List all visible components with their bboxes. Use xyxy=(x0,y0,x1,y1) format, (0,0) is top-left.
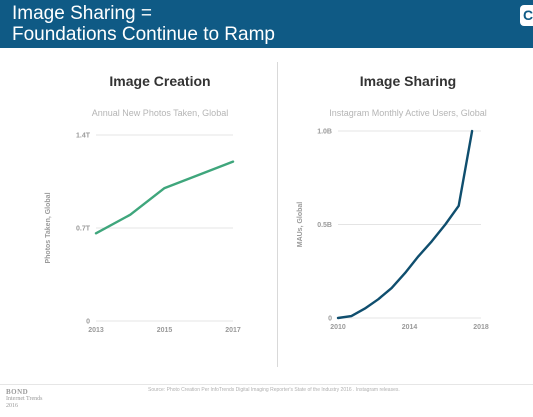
corner-tab-glyph: C xyxy=(523,7,533,23)
image-creation-x-tick-label: 2017 xyxy=(225,327,241,334)
logo-line-1: BOND xyxy=(6,388,29,396)
image-creation-x-tick-label: 2015 xyxy=(157,327,173,334)
image-creation-series-line xyxy=(94,160,235,235)
logo-line-3: 2016 xyxy=(6,403,18,409)
image-creation-heading: Image Creation xyxy=(109,73,211,89)
footer-rule xyxy=(0,384,533,385)
image-sharing-x-tick-label: 2014 xyxy=(402,324,418,331)
image-creation-y-tick-label: 0 xyxy=(86,319,90,326)
image-sharing-series-line xyxy=(336,129,474,320)
image-sharing-subtitle: Instagram Monthly Active Users, Global xyxy=(329,108,487,118)
image-sharing-y-tick-label: 0 xyxy=(328,316,332,323)
image-creation-y-tick-label: 0.7T xyxy=(76,226,91,233)
image-sharing-y-axis-label: MAUs, Global xyxy=(297,202,304,248)
slide-title: Image Sharing = Foundations Continue to … xyxy=(12,3,275,45)
image-sharing-heading: Image Sharing xyxy=(359,73,457,89)
image-creation-y-tick-label: 1.4T xyxy=(76,133,91,140)
image-creation-x-tick-label: 2013 xyxy=(88,327,104,334)
slide-title-line-2: Foundations Continue to Ramp xyxy=(12,24,275,45)
bond-logo: BOND Internet Trends 2016 xyxy=(6,389,62,410)
corner-tab[interactable]: C xyxy=(520,5,533,26)
image-sharing-x-tick-label: 2018 xyxy=(473,324,489,331)
image-sharing-y-tick-label: 1.0B xyxy=(317,129,332,136)
slide-title-line-1: Image Sharing = xyxy=(12,3,152,24)
source-note: Source: Photo Creation Per InfoTrends Di… xyxy=(148,387,400,393)
title-banner: Image Sharing = Foundations Continue to … xyxy=(0,0,533,48)
image-creation-y-axis-label: Photos Taken, Global xyxy=(45,192,52,263)
logo-line-2: Internet Trends xyxy=(6,396,43,402)
image-creation-subtitle: Annual New Photos Taken, Global xyxy=(91,108,229,118)
image-sharing-x-tick-label: 2010 xyxy=(330,324,346,331)
panel-divider xyxy=(277,62,278,367)
image-sharing-y-tick-label: 0.5B xyxy=(317,222,332,229)
